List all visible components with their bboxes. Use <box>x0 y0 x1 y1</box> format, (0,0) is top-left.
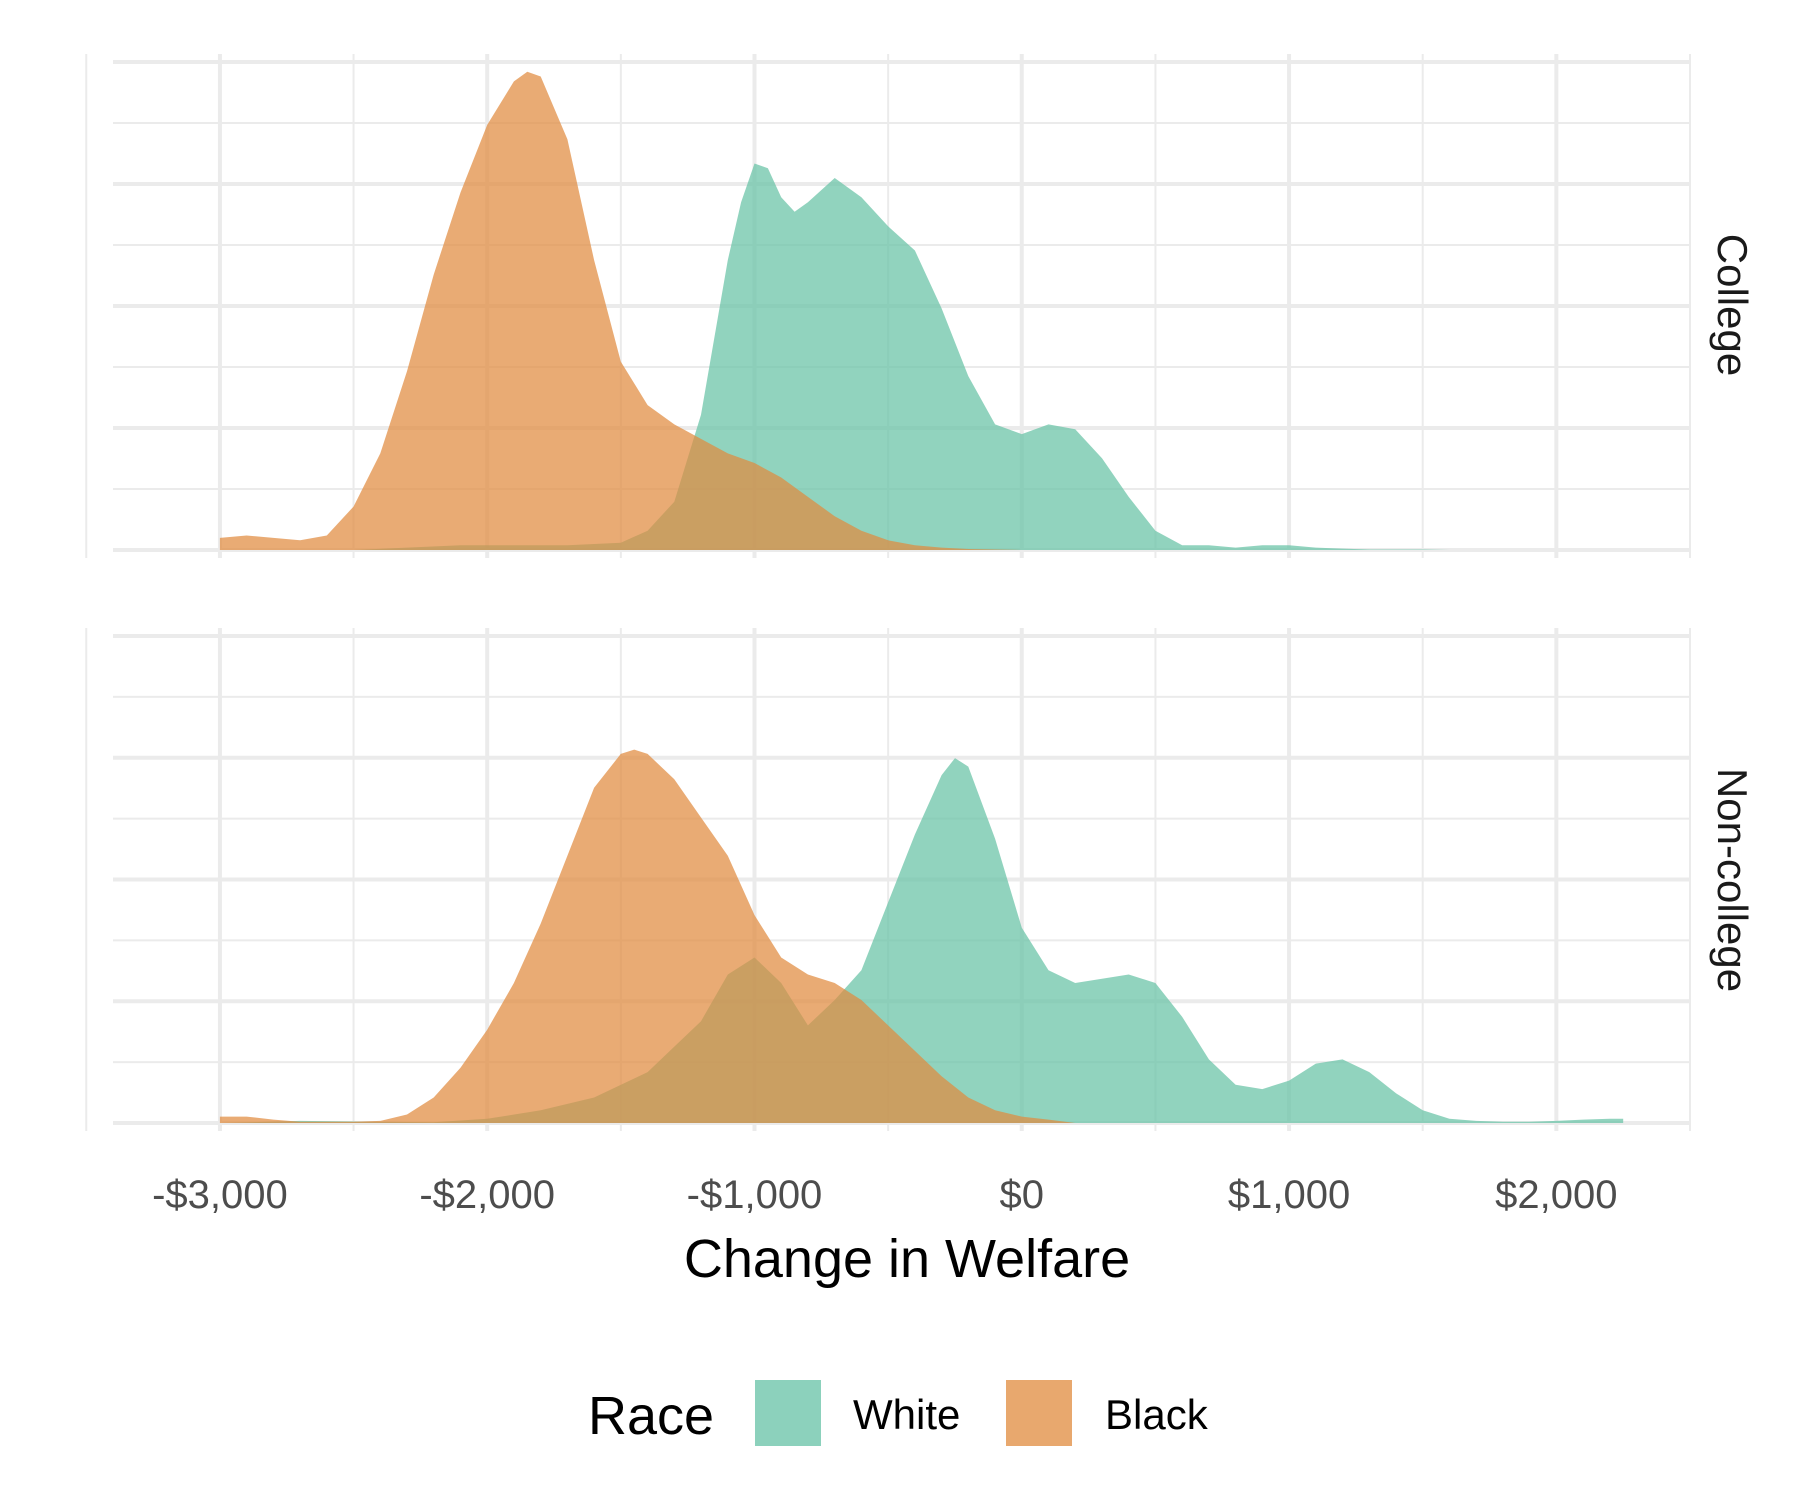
x-tick-label: -$3,000 <box>152 1173 288 1217</box>
density-area-white <box>219 163 1557 550</box>
legend-label-black: Black <box>1105 1391 1209 1438</box>
panel-college <box>85 54 1691 558</box>
x-tick-label: $1,000 <box>1228 1173 1350 1217</box>
legend-title: Race <box>588 1386 714 1446</box>
x-axis-ticks: -$3,000 -$2,000 -$1,000 $0 $1,000 $2,000 <box>152 1173 1617 1217</box>
legend-key-white <box>755 1380 821 1446</box>
density-area-white <box>219 758 1624 1123</box>
x-axis-title: Change in Welfare <box>684 1229 1130 1289</box>
legend: Race White Black <box>588 1380 1209 1446</box>
x-tick-label: $2,000 <box>1495 1173 1617 1217</box>
panel-non-college <box>85 628 1691 1131</box>
facet-label-college: College <box>1709 234 1756 376</box>
facet-label-non-college: Non-college <box>1709 768 1756 992</box>
density-area-black <box>219 749 1076 1123</box>
legend-key-black <box>1006 1380 1072 1446</box>
x-tick-label: -$1,000 <box>687 1173 823 1217</box>
legend-label-white: White <box>853 1391 960 1438</box>
x-tick-label: -$2,000 <box>419 1173 555 1217</box>
x-tick-label: $0 <box>1000 1173 1045 1217</box>
density-area-black <box>219 71 1049 550</box>
